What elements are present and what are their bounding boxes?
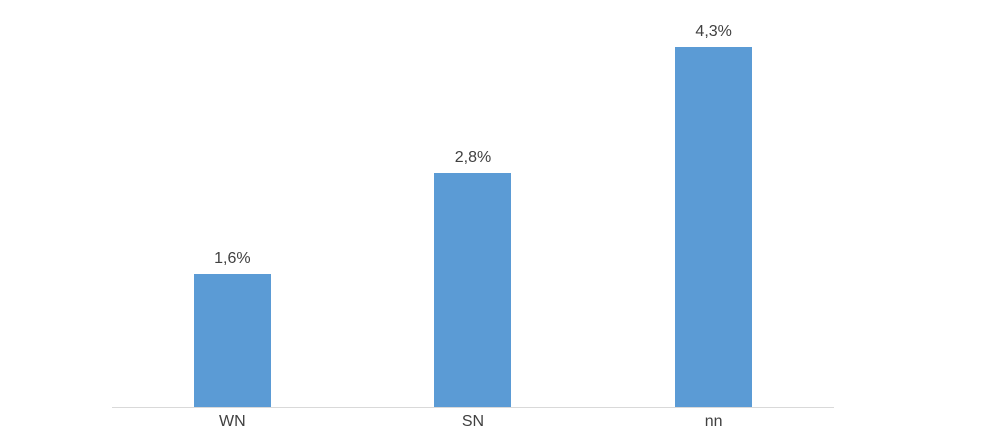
bar-group-sn: 2,8% SN — [353, 0, 594, 430]
value-label: 4,3% — [695, 23, 732, 40]
category-label: WN — [219, 413, 246, 430]
value-label: 2,8% — [454, 149, 492, 166]
bar-group-wn: 1,6% WN — [112, 0, 353, 430]
bar — [434, 173, 512, 408]
x-axis-line — [112, 407, 834, 408]
category-label: SN — [461, 413, 485, 430]
bar — [193, 274, 271, 408]
bar — [675, 47, 753, 408]
bar-group-nn: 4,3% nn — [593, 0, 834, 430]
plot-area: 1,6% WN 2,8% SN 4,3% nn — [112, 0, 834, 430]
category-label: nn — [704, 413, 723, 430]
value-label: 1,6% — [214, 250, 251, 267]
